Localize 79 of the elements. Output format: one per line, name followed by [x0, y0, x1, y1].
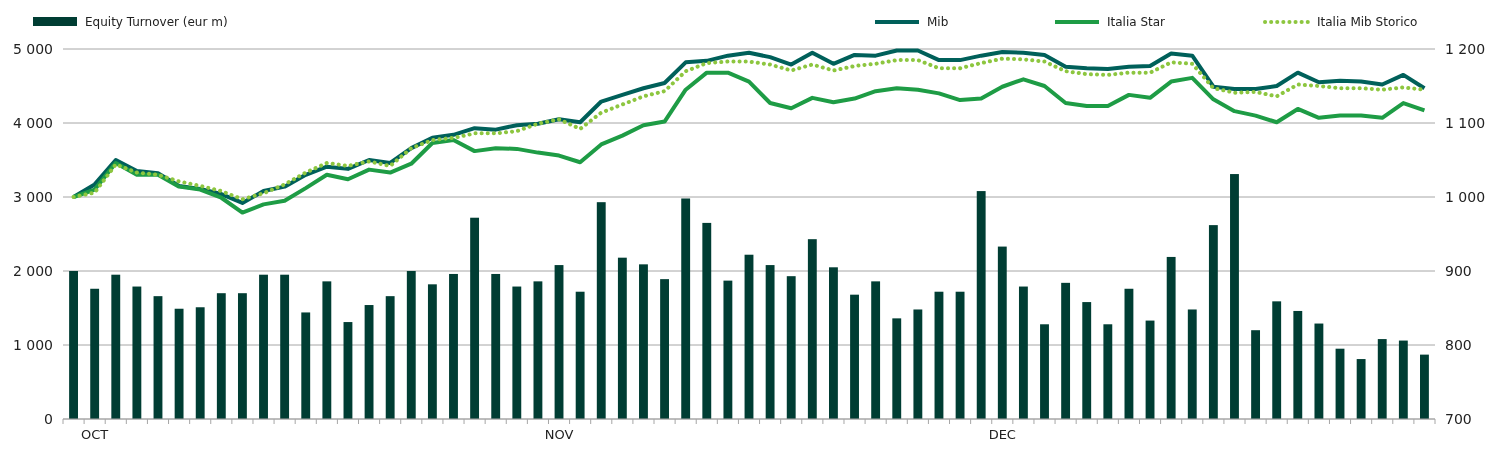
bar [470, 217, 480, 419]
legend-label: Italia Mib Storico [1317, 15, 1418, 30]
bar [596, 202, 606, 419]
bar [427, 284, 437, 419]
legend-label: Equity Turnover (eur m) [85, 15, 228, 30]
y-tick-label: 3 000 [12, 188, 53, 205]
y2-tick-label: 900 [1445, 262, 1472, 279]
bar [132, 286, 142, 419]
bar [997, 246, 1007, 419]
bar [533, 281, 543, 419]
bar [1018, 286, 1028, 419]
bar [491, 273, 501, 419]
bar [1272, 301, 1282, 419]
bar [1061, 282, 1071, 419]
bar [1420, 354, 1429, 419]
bar [575, 291, 585, 419]
bar [301, 312, 311, 419]
y-tick-label: 1 000 [12, 336, 53, 353]
bar [1103, 324, 1113, 419]
bar [913, 309, 923, 419]
bar [364, 305, 374, 419]
bar [786, 276, 796, 419]
legend-label: Mib [927, 15, 949, 30]
bar [385, 296, 395, 419]
bar [322, 281, 332, 419]
bar [1398, 340, 1408, 419]
bar [406, 271, 416, 419]
bar [554, 265, 564, 419]
bar [1230, 174, 1239, 419]
bar [512, 286, 522, 419]
y-tick-label: 5 000 [12, 40, 53, 57]
bar [639, 264, 648, 419]
bar [195, 307, 205, 419]
bar [90, 288, 100, 419]
bar [681, 198, 691, 419]
y2-tick-label: 700 [1445, 410, 1472, 427]
y2-tick-label: 1 200 [1445, 40, 1486, 57]
y-tick-label: 2 000 [12, 262, 53, 279]
legend-label: Italia Star [1107, 15, 1166, 30]
x-tick-label: DEC [988, 427, 1016, 442]
bar [744, 254, 754, 419]
x-tick-label: OCT [81, 427, 109, 442]
bar [259, 274, 268, 419]
y-tick-label: 0 [44, 410, 53, 427]
bar [216, 293, 226, 419]
bar [1377, 339, 1387, 419]
bar [617, 257, 627, 419]
bar [111, 274, 121, 419]
bar [1208, 225, 1218, 419]
bar [1040, 324, 1049, 419]
bar [871, 281, 881, 419]
bar [723, 280, 733, 419]
bar [237, 293, 247, 419]
y2-tick-label: 800 [1445, 336, 1472, 353]
bar [892, 318, 902, 419]
bar [1314, 323, 1324, 419]
bar [829, 267, 838, 419]
bar [765, 265, 775, 419]
bar [1251, 330, 1261, 419]
bar [1082, 302, 1092, 419]
y2-tick-label: 1 100 [1445, 114, 1486, 131]
bar [449, 273, 458, 419]
bar [1166, 256, 1176, 419]
bar [807, 239, 817, 419]
bar [702, 222, 712, 419]
bar [69, 271, 78, 419]
y2-tick-label: 1 000 [1445, 188, 1486, 205]
bar [1356, 359, 1366, 419]
bar [660, 279, 669, 419]
bar [955, 291, 965, 419]
y-tick-label: 4 000 [12, 114, 53, 131]
bar [976, 191, 986, 419]
bar [850, 294, 859, 419]
x-tick-label: NOV [544, 427, 574, 442]
bar [153, 296, 163, 419]
bar [1293, 310, 1303, 419]
bar [1187, 309, 1197, 419]
bar [280, 274, 290, 419]
bar [174, 308, 184, 419]
